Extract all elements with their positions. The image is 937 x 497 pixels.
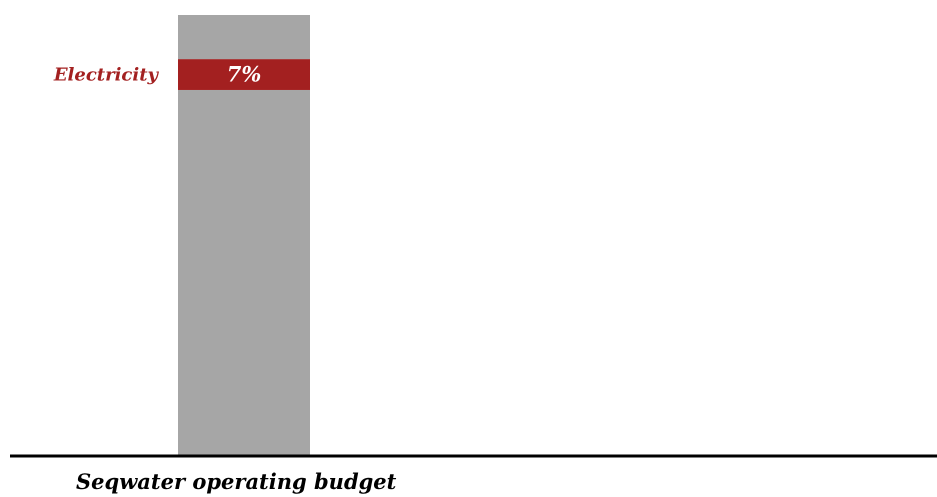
- electricity-value-label: 7%: [227, 62, 262, 87]
- category-label: Seqwater operating budget: [76, 469, 397, 494]
- bar-segment-electricity: [178, 59, 310, 90]
- bar-stack: [178, 15, 310, 456]
- bar-segment-2: [178, 15, 310, 60]
- electricity-series-label: Electricity: [53, 65, 160, 86]
- bar-segment-0: [178, 89, 310, 456]
